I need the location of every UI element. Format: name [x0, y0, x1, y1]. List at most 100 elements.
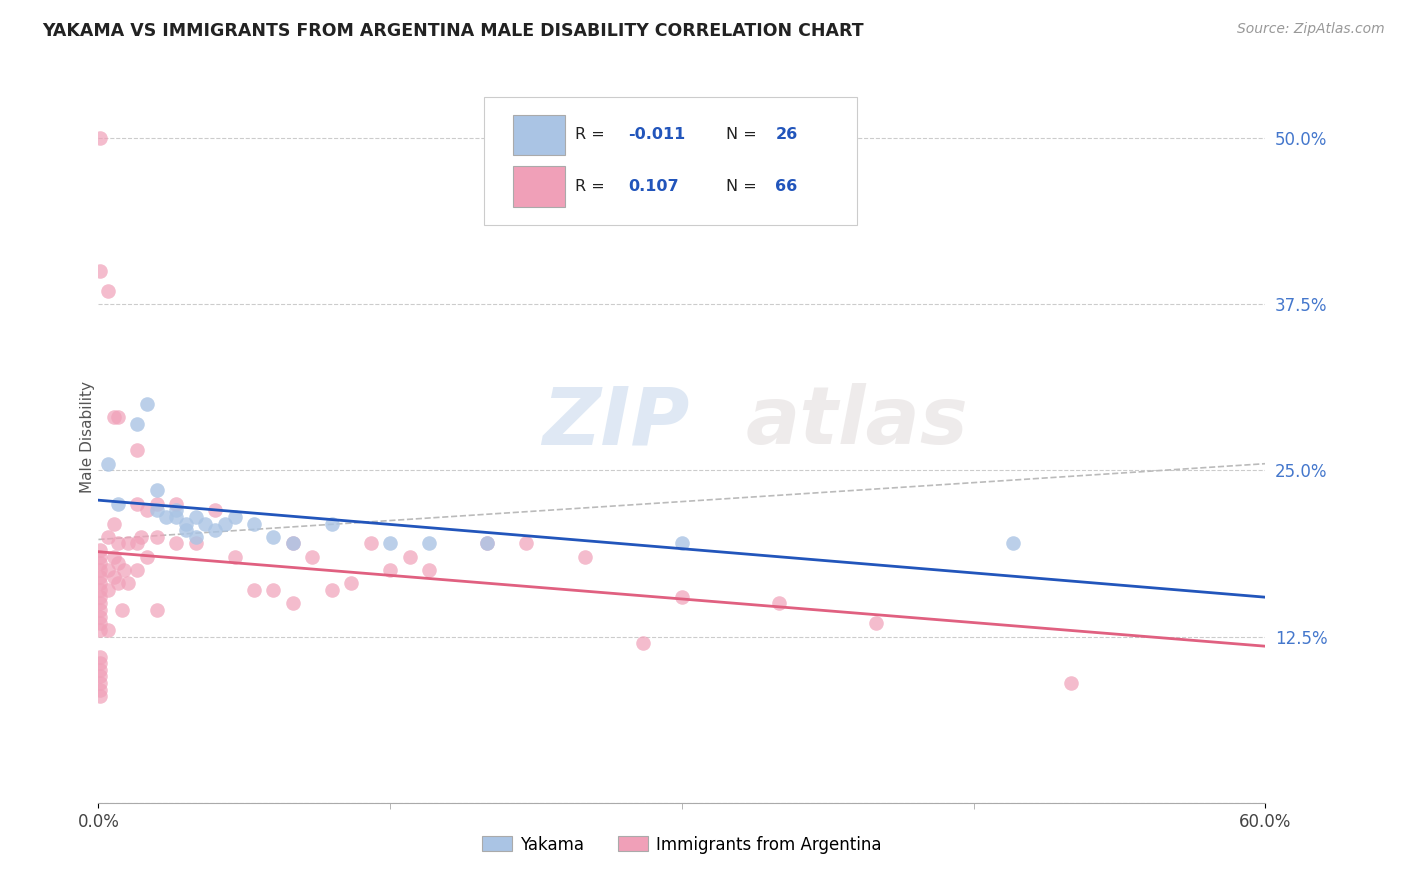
FancyBboxPatch shape: [484, 97, 858, 225]
Point: [89, 656, 111, 670]
Point: [214, 516, 236, 531]
Point: [89, 682, 111, 697]
Point: [1060, 676, 1083, 690]
Point: [174, 516, 197, 531]
Point: [281, 536, 304, 550]
Point: [165, 509, 187, 524]
Point: [97, 457, 120, 471]
Point: [89, 582, 111, 597]
Point: [165, 503, 187, 517]
Point: [204, 503, 226, 517]
Point: [89, 663, 111, 677]
Point: [146, 603, 169, 617]
Text: ZIP: ZIP: [541, 384, 689, 461]
Point: [97, 582, 120, 597]
Point: [281, 536, 304, 550]
Bar: [513, 115, 565, 155]
Point: [515, 536, 537, 550]
Point: [184, 509, 207, 524]
Point: [107, 576, 129, 591]
Point: [671, 536, 693, 550]
Point: [301, 549, 323, 564]
Point: [165, 497, 187, 511]
Point: [103, 549, 125, 564]
Point: [89, 616, 111, 631]
Point: [107, 557, 129, 571]
Point: [418, 536, 440, 550]
Point: [398, 549, 420, 564]
Point: [103, 570, 125, 584]
Point: [97, 284, 120, 298]
Y-axis label: Male Disability: Male Disability: [80, 381, 94, 493]
Text: R =: R =: [575, 128, 609, 143]
Point: [184, 530, 207, 544]
Point: [477, 536, 499, 550]
Point: [204, 523, 226, 537]
Point: [89, 543, 111, 558]
Text: 26: 26: [775, 128, 797, 143]
Point: [97, 623, 120, 637]
Point: [380, 563, 402, 577]
Point: [89, 690, 111, 704]
Point: [97, 530, 120, 544]
Point: [184, 536, 207, 550]
Text: 0.107: 0.107: [628, 179, 679, 194]
Point: [97, 563, 120, 577]
Point: [89, 609, 111, 624]
Point: [136, 549, 159, 564]
Point: [89, 570, 111, 584]
Point: [89, 576, 111, 591]
Point: [89, 603, 111, 617]
Point: [380, 536, 402, 550]
Point: [112, 563, 135, 577]
Point: [89, 131, 111, 145]
Point: [1001, 536, 1024, 550]
Point: [127, 497, 149, 511]
Point: [224, 509, 246, 524]
Point: [127, 563, 149, 577]
Point: [136, 503, 159, 517]
Point: [155, 509, 177, 524]
Point: [107, 536, 129, 550]
Text: -0.011: -0.011: [628, 128, 686, 143]
Point: [89, 590, 111, 604]
Point: [631, 636, 654, 650]
Point: [321, 516, 343, 531]
Point: [103, 410, 125, 425]
Point: [89, 596, 111, 610]
Point: [127, 443, 149, 458]
Point: [865, 616, 887, 631]
Point: [194, 516, 217, 531]
Point: [89, 557, 111, 571]
Bar: [513, 167, 565, 207]
Point: [107, 497, 129, 511]
Point: [146, 483, 169, 498]
Point: [281, 596, 304, 610]
Point: [127, 536, 149, 550]
Point: [89, 549, 111, 564]
Point: [418, 563, 440, 577]
Point: [165, 536, 187, 550]
Point: [224, 549, 246, 564]
Point: [768, 596, 790, 610]
Legend: Yakama, Immigrants from Argentina: Yakama, Immigrants from Argentina: [475, 829, 889, 860]
Text: N =: N =: [727, 179, 762, 194]
Point: [107, 410, 129, 425]
Point: [477, 536, 499, 550]
Point: [574, 549, 596, 564]
Point: [671, 590, 693, 604]
Text: N =: N =: [727, 128, 762, 143]
Text: Source: ZipAtlas.com: Source: ZipAtlas.com: [1237, 22, 1385, 37]
Point: [89, 649, 111, 664]
Point: [111, 603, 134, 617]
Point: [129, 530, 152, 544]
Point: [321, 582, 343, 597]
Point: [174, 523, 197, 537]
Point: [262, 530, 284, 544]
Point: [243, 516, 266, 531]
Point: [146, 497, 169, 511]
Text: YAKAMA VS IMMIGRANTS FROM ARGENTINA MALE DISABILITY CORRELATION CHART: YAKAMA VS IMMIGRANTS FROM ARGENTINA MALE…: [42, 22, 863, 40]
Point: [146, 530, 169, 544]
Point: [136, 397, 159, 411]
Point: [127, 417, 149, 431]
